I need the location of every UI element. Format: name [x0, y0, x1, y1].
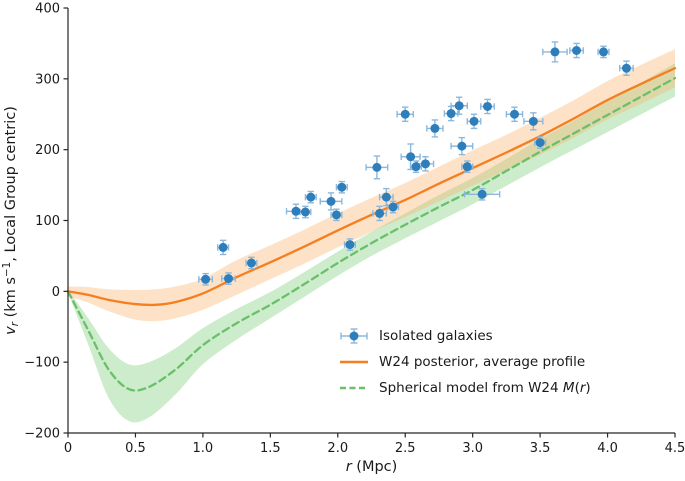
scatter-errorbar-marker-icon	[338, 327, 370, 345]
x-tick-label: 3.0	[462, 441, 483, 456]
legend-label-w24-posterior: W24 posterior, average profile	[379, 354, 586, 370]
y-tick-label: −100	[24, 356, 60, 371]
y-axis-label: vr (km s−1, Local Group centric)	[1, 106, 21, 335]
series-layer	[66, 41, 677, 423]
w24-posterior-band	[68, 49, 675, 322]
orange-line-marker-icon	[338, 353, 370, 371]
y-tick-label: 400	[35, 2, 60, 17]
data-point	[483, 101, 493, 111]
legend-item-spherical-model: Spherical model from W24 M(r)	[338, 378, 591, 398]
data-point	[411, 162, 421, 172]
data-point	[446, 109, 456, 119]
data-point	[381, 192, 391, 202]
data-point	[535, 138, 545, 148]
data-point	[420, 159, 430, 169]
data-point	[326, 196, 336, 206]
legend: Isolated galaxies W24 posterior, average…	[338, 326, 591, 398]
data-point	[454, 101, 464, 111]
data-point	[375, 208, 385, 218]
data-point	[218, 242, 228, 252]
data-point	[477, 189, 487, 199]
data-point	[509, 109, 519, 119]
legend-label-spherical-model: Spherical model from W24 M(r)	[379, 380, 591, 396]
data-point	[621, 63, 631, 73]
data-point	[291, 206, 301, 216]
data-point	[331, 210, 341, 220]
data-point	[345, 240, 355, 250]
spherical-model-line	[66, 76, 677, 392]
y-tick-label: 200	[35, 143, 60, 158]
data-point	[430, 123, 440, 133]
x-tick-label: 4.0	[597, 441, 618, 456]
legend-item-w24-posterior: W24 posterior, average profile	[338, 352, 591, 372]
data-point	[337, 182, 347, 192]
x-tick-label: 2.5	[395, 441, 416, 456]
data-point	[599, 47, 609, 57]
data-point	[400, 109, 410, 119]
y-tick-label: 0	[52, 285, 60, 300]
data-point	[201, 274, 211, 284]
green-dashed-line-marker-icon	[338, 379, 370, 397]
data-point	[372, 162, 382, 172]
x-tick-label: 2.0	[327, 441, 348, 456]
data-point	[462, 162, 472, 172]
data-point	[550, 47, 560, 57]
data-point	[457, 141, 467, 151]
data-point	[388, 202, 398, 212]
x-axis-label: r (Mpc)	[346, 459, 398, 475]
y-tick-label: −200	[24, 427, 60, 442]
data-point	[306, 192, 316, 202]
data-point	[246, 258, 256, 268]
data-point	[528, 116, 538, 126]
x-tick-label: 3.5	[530, 441, 551, 456]
y-tick-label: 300	[35, 72, 60, 87]
legend-label-isolated-galaxies: Isolated galaxies	[379, 328, 493, 344]
data-point	[300, 207, 310, 217]
x-tick-label: 0.5	[125, 441, 146, 456]
scatter-points	[201, 46, 631, 284]
data-point	[224, 274, 234, 284]
data-point	[406, 152, 416, 162]
legend-item-isolated-galaxies: Isolated galaxies	[338, 326, 591, 346]
data-point	[469, 116, 479, 126]
y-tick-label: 100	[35, 214, 60, 229]
data-point	[572, 46, 582, 55]
x-tick-label: 0	[64, 441, 72, 456]
x-tick-label: 1.0	[193, 441, 214, 456]
x-tick-label: 4.5	[665, 441, 685, 456]
w24-posterior-line	[66, 67, 677, 307]
x-tick-label: 1.5	[260, 441, 281, 456]
